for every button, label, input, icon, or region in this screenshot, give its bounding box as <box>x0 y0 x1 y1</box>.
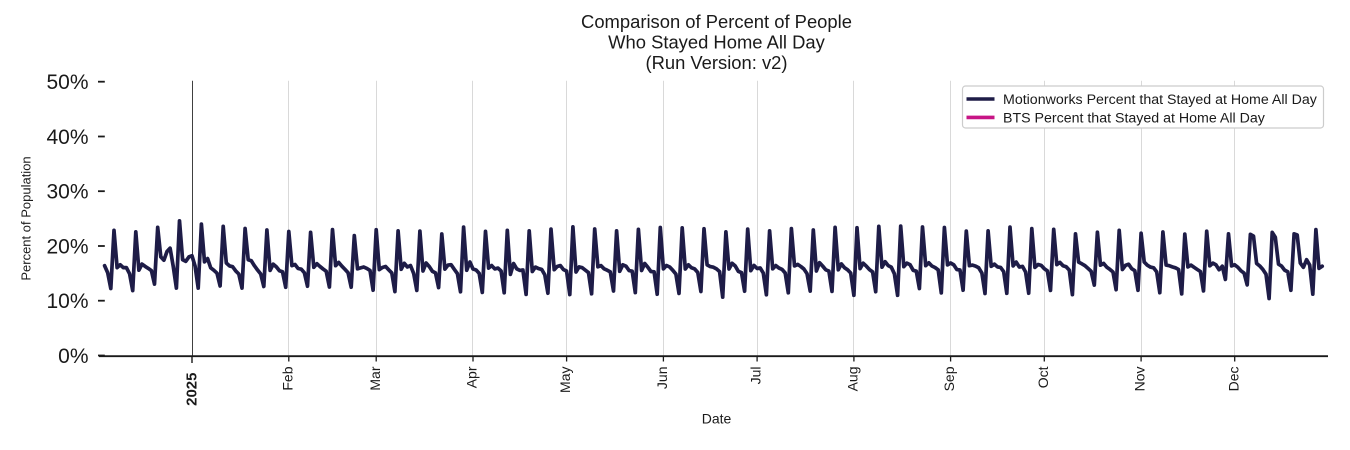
svg-text:Who Stayed Home All Day: Who Stayed Home All Day <box>608 32 825 53</box>
svg-text:Date: Date <box>702 411 732 427</box>
svg-text:Jul: Jul <box>748 367 764 385</box>
svg-text:Nov: Nov <box>1132 367 1148 392</box>
svg-text:Percent of Population: Percent of Population <box>19 156 34 280</box>
svg-text:BTS Percent that Stayed at Hom: BTS Percent that Stayed at Home All Day <box>1003 111 1266 127</box>
svg-text:Dec: Dec <box>1225 367 1241 392</box>
svg-text:Apr: Apr <box>464 366 480 388</box>
svg-text:Mar: Mar <box>367 366 383 390</box>
svg-text:2025: 2025 <box>184 373 201 406</box>
svg-text:(Run Version: v2): (Run Version: v2) <box>645 52 787 73</box>
svg-text:0%: 0% <box>58 345 88 368</box>
svg-text:Comparison of Percent of Peopl: Comparison of Percent of People <box>581 11 852 32</box>
svg-text:40%: 40% <box>46 126 88 149</box>
svg-text:30%: 30% <box>46 181 88 204</box>
svg-text:10%: 10% <box>46 290 88 313</box>
svg-text:Aug: Aug <box>845 367 861 392</box>
svg-text:Feb: Feb <box>279 366 295 390</box>
svg-text:Sep: Sep <box>941 366 957 391</box>
svg-text:Oct: Oct <box>1035 366 1051 388</box>
svg-text:20%: 20% <box>46 235 88 258</box>
svg-text:May: May <box>557 367 573 393</box>
svg-text:Jun: Jun <box>654 367 670 390</box>
svg-text:Motionworks Percent that Staye: Motionworks Percent that Stayed at Home … <box>1003 92 1318 108</box>
svg-text:50%: 50% <box>46 71 88 94</box>
